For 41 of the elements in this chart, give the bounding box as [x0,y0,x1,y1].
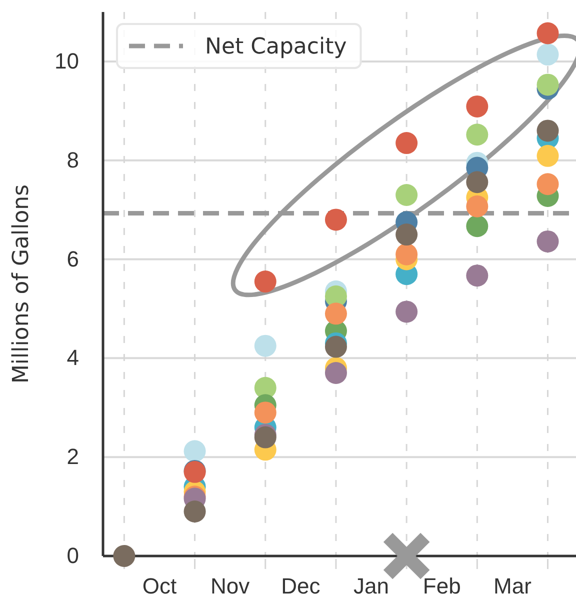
point [536,74,559,96]
point [466,215,488,238]
point [466,195,488,218]
point [184,500,206,522]
y-tick-label: 10 [54,48,79,74]
point [396,224,418,246]
point [536,120,559,142]
y-tick-label: 0 [66,543,79,568]
point [396,243,418,266]
point [466,264,488,287]
point [324,362,347,384]
point [324,336,347,358]
point [536,230,559,252]
point [254,402,276,424]
x-tick-label: Dec [281,574,320,599]
y-tick-label: 4 [66,345,79,370]
x-tick-label: Mar [494,574,532,599]
x-tick-label: Jan [354,574,390,599]
y-tick-label: 8 [66,147,79,172]
point [466,171,488,194]
y-tick-label: 6 [66,246,79,272]
point [113,545,136,567]
point [466,95,488,118]
point [254,270,276,293]
point [324,208,347,231]
y-axis-title: Millions of Gallons [9,184,34,384]
point [536,44,559,66]
legend-label: Net Capacity [205,34,347,60]
x-tick-label: Nov [210,574,250,599]
point [396,300,418,323]
point [536,22,559,44]
point [254,334,276,357]
x-tick-label: Oct [142,574,177,599]
point [536,144,559,167]
point [184,440,206,462]
y-tick-label: 2 [66,444,79,470]
point [536,173,559,196]
point [396,132,418,154]
x-tick-label: Feb [422,574,461,599]
point [466,124,488,146]
point [396,184,418,206]
